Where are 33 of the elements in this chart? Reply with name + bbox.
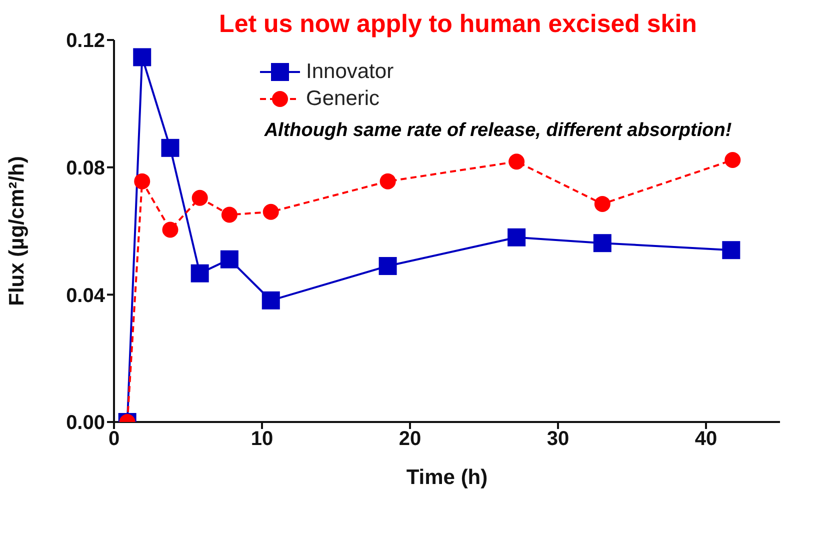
point xyxy=(380,173,396,190)
point xyxy=(508,228,526,246)
x-tick-label: 40 xyxy=(694,428,718,450)
point xyxy=(594,196,610,212)
point xyxy=(722,241,740,260)
x-tick-label: 0 xyxy=(108,428,120,450)
x-tick-label: 20 xyxy=(398,428,422,450)
chart-title: Let us now apply to human excised skin xyxy=(218,10,698,39)
point xyxy=(192,190,208,206)
y-tick-label: 0.08 xyxy=(66,157,105,180)
point xyxy=(378,257,397,276)
point xyxy=(190,264,209,282)
point xyxy=(724,152,741,168)
legend-label: Innovator xyxy=(306,60,394,84)
point xyxy=(134,173,150,190)
point xyxy=(262,291,280,310)
y-axis-title: Flux (µg/cm²/h) xyxy=(5,156,28,306)
point xyxy=(220,250,238,268)
y-tick-label: 0.04 xyxy=(66,284,106,307)
point xyxy=(593,234,612,252)
x-tick-label: 30 xyxy=(546,428,570,450)
legend-label: Generic xyxy=(306,86,380,110)
point xyxy=(162,222,178,238)
x-axis-title: Time (h) xyxy=(406,466,488,489)
point xyxy=(508,154,525,170)
point xyxy=(133,48,152,66)
annotation: Although same rate of release, different absorption! xyxy=(263,120,733,142)
point xyxy=(221,206,238,223)
y-tick-label: 0.12 xyxy=(66,30,105,52)
point xyxy=(262,204,279,220)
y-tick-label: 0.00 xyxy=(66,412,105,434)
point xyxy=(161,138,180,157)
x-tick-label: 10 xyxy=(250,428,274,450)
